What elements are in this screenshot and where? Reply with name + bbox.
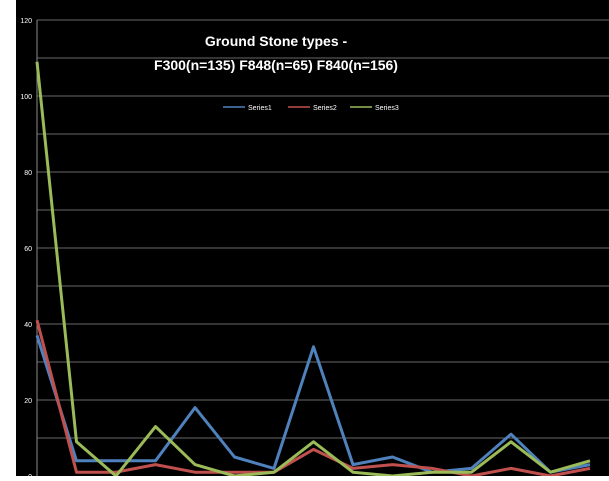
legend-entry: Series2	[288, 105, 337, 112]
y-tick-label: 80	[24, 170, 32, 177]
series-line-series2	[35, 319, 591, 478]
legend-entry: Series3	[350, 105, 399, 112]
legend-label: Series1	[248, 105, 272, 112]
legend-label: Series3	[375, 105, 399, 112]
legend-entry: Series1	[223, 105, 272, 112]
plot-area	[16, 0, 609, 476]
gridlines	[37, 19, 609, 439]
y-tick-label: 60	[24, 246, 32, 253]
legend-label: Series2	[313, 105, 337, 112]
legend: Series1 Series2 Series3	[223, 105, 399, 112]
y-tick-label: 120	[20, 18, 32, 25]
chart-subtitle: F300(n=135) F848(n=65) F840(n=156)	[154, 57, 398, 73]
chart-title: Ground Stone types -	[205, 33, 348, 49]
series-lines	[35, 61, 591, 478]
y-tick-label: 20	[24, 398, 32, 405]
y-tick-label: 100	[20, 94, 32, 101]
y-tick-label: 40	[24, 322, 32, 329]
series-line-series3	[35, 61, 591, 478]
